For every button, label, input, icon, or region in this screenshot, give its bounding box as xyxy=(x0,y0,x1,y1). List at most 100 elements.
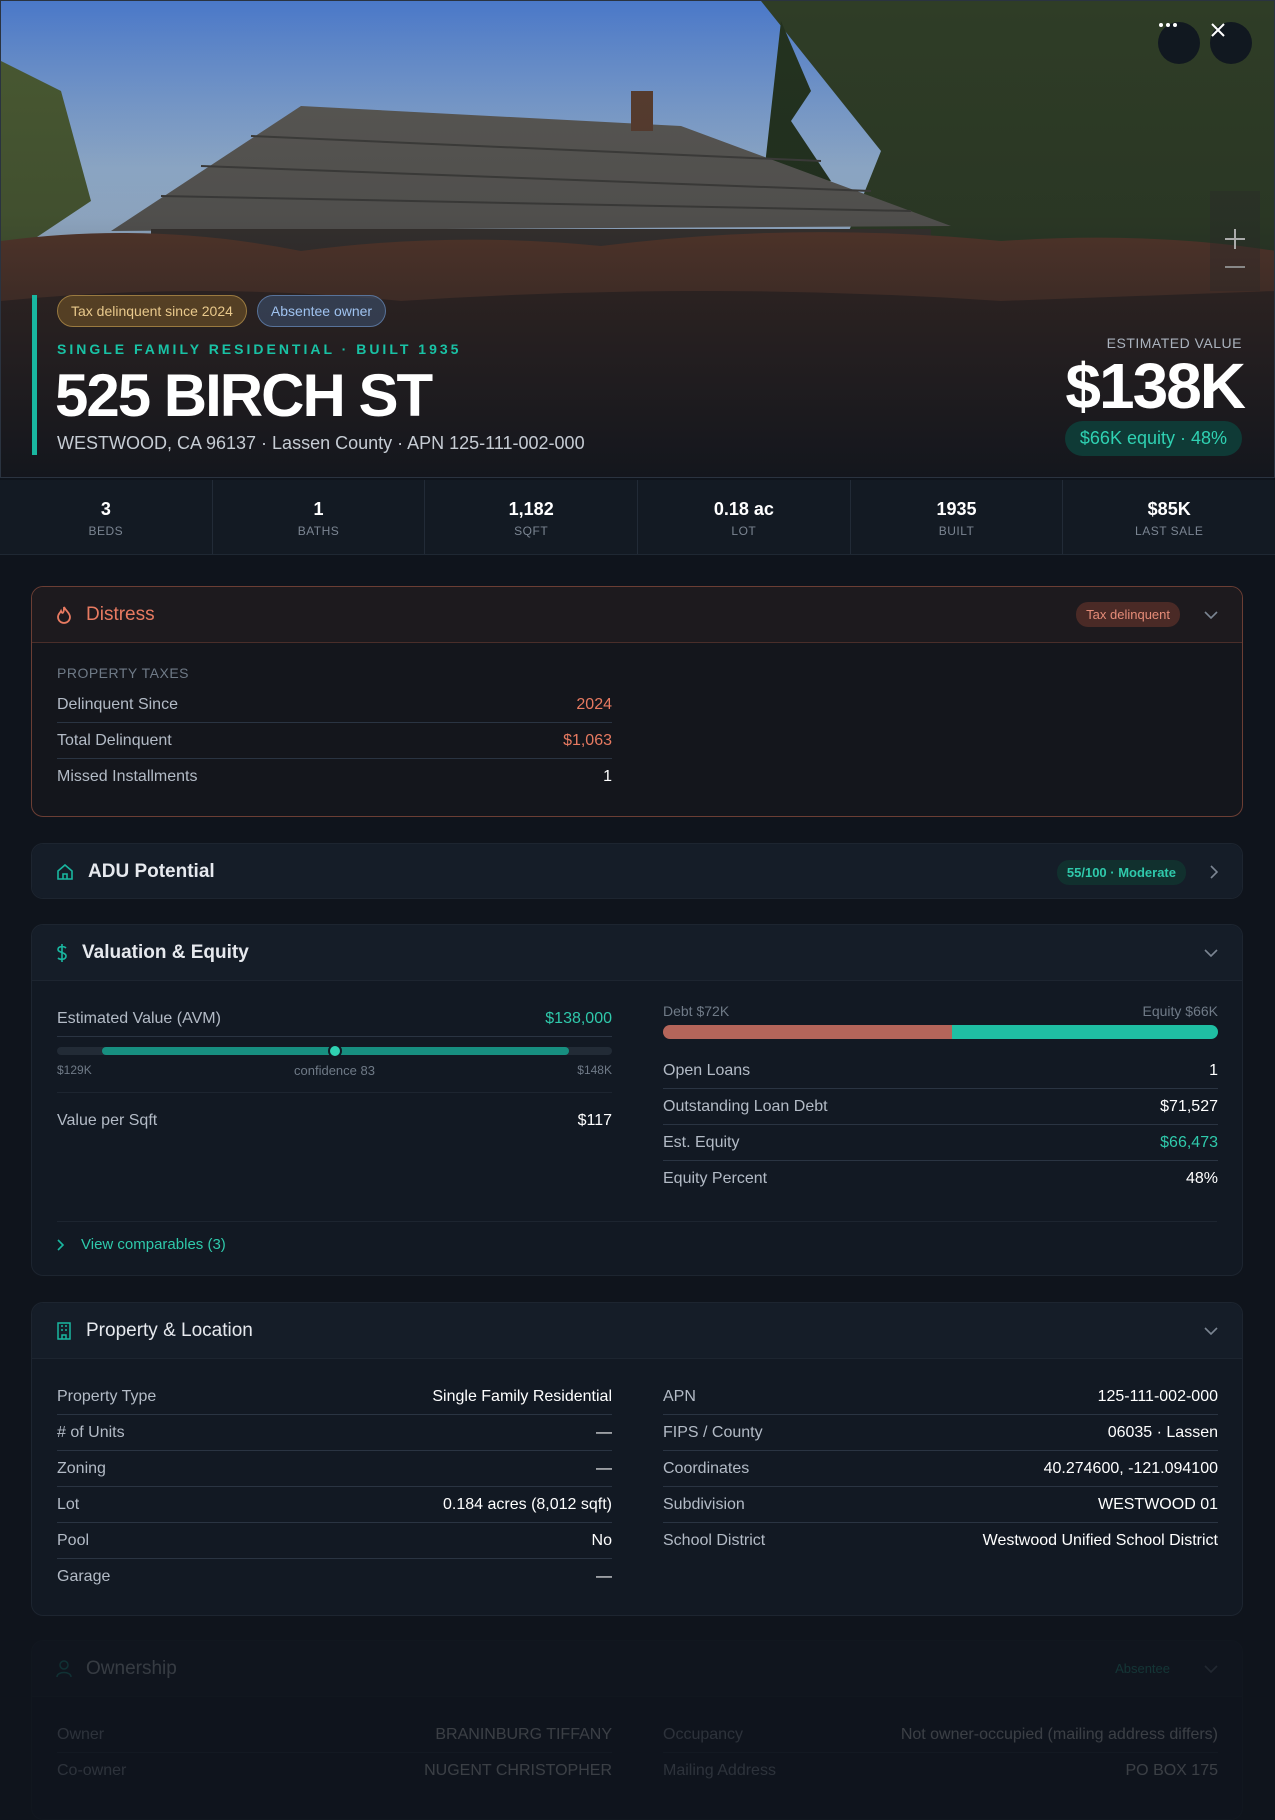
stat: $85K LAST SALE xyxy=(1063,480,1275,554)
row-key: Delinquent Since xyxy=(57,695,178,713)
card-header[interactable]: Ownership Absentee xyxy=(32,1641,1242,1697)
chevron-right xyxy=(1210,865,1218,879)
stat-label: LAST SALE xyxy=(1135,524,1204,538)
range-marker xyxy=(328,1044,342,1058)
row-key: School District xyxy=(663,1532,766,1549)
row-value: Westwood Unified School District xyxy=(982,1532,1218,1549)
avm-block: Estimated Value (AVM) $138,000 $129K conf… xyxy=(57,1001,612,1139)
hero: Tax delinquent since 2024 Absentee owner… xyxy=(0,0,1275,478)
status-pill: Absentee xyxy=(1115,1661,1170,1676)
card-title: Property & Location xyxy=(86,1319,253,1341)
row-key: Co-owner xyxy=(57,1762,127,1779)
row: Co-owner NUGENT CHRISTOPHER xyxy=(57,1753,612,1789)
bar-labels: Debt $72K Equity $66K xyxy=(663,1003,1218,1019)
property-card: Property & Location Property Type Single … xyxy=(31,1302,1243,1616)
row-key: Property Type xyxy=(57,1387,157,1405)
stat: 1,182 SQFT xyxy=(425,480,639,554)
row-value: Single Family Residential xyxy=(432,1387,612,1405)
row-value: BRANINBURG TIFFANY xyxy=(435,1725,612,1743)
row: Owner BRANINBURG TIFFANY xyxy=(57,1717,612,1753)
section-label: PROPERTY TAXES xyxy=(57,665,190,681)
row-key: Value per Sqft xyxy=(57,1112,158,1129)
row: Occupancy Not owner-occupied (mailing add… xyxy=(663,1717,1218,1753)
row-key: Mailing Address xyxy=(663,1762,776,1779)
debt-label: Debt $72K xyxy=(663,1003,730,1019)
row-key: Open Loans xyxy=(663,1061,751,1079)
card-title: Distress xyxy=(86,603,155,625)
stat-label: LOT xyxy=(731,524,757,538)
estimate-label: ESTIMATED VALUE xyxy=(1106,335,1242,351)
link-text[interactable]: View comparables (3) xyxy=(81,1236,226,1253)
row-value: — xyxy=(596,1568,612,1585)
row-key: Est. Equity xyxy=(663,1133,740,1151)
debt-segment xyxy=(663,1025,952,1039)
row-key: Garage xyxy=(57,1568,111,1585)
row-value: — xyxy=(596,1423,612,1441)
avm-row: Estimated Value (AVM) $138,000 xyxy=(57,1001,612,1037)
row-value: WESTWOOD 01 xyxy=(1097,1495,1218,1513)
chevron-right xyxy=(57,1238,65,1251)
distress-card: Distress Tax delinquent PROPERTY TAXES D… xyxy=(31,586,1243,817)
card-title: ADU Potential xyxy=(88,861,215,882)
card-header[interactable]: Property & Location xyxy=(32,1303,1242,1359)
range-low: $129K xyxy=(57,1063,92,1077)
close-icon xyxy=(1211,23,1225,37)
stat-label: BEDS xyxy=(88,524,124,538)
adu-card[interactable]: ADU Potential 55/100 · Moderate xyxy=(31,843,1243,899)
row: # of Units — xyxy=(57,1415,612,1451)
row-value: $1,063 xyxy=(563,731,612,749)
location-rows: APN 125-111-002-000 FIPS / County 06035 · L… xyxy=(663,1379,1218,1559)
row-key: Outstanding Loan Debt xyxy=(663,1097,828,1115)
card-header[interactable]: Valuation & Equity xyxy=(32,925,1242,981)
row-value: 48% xyxy=(1185,1170,1218,1187)
address-title: 525 BIRCH ST xyxy=(55,362,433,429)
row: Value per Sqft $117 xyxy=(57,1103,612,1139)
row-value: Not owner-occupied (mailing address diff… xyxy=(900,1725,1218,1743)
valuation-card: Valuation & Equity Estimated Value (AVM)… xyxy=(31,924,1243,1276)
chevron-down xyxy=(1204,948,1218,957)
row: Lot 0.184 acres (8,012 sqft) xyxy=(57,1487,612,1523)
stat-value: 1,182 xyxy=(508,499,554,519)
row: Mailing Address PO BOX 175 xyxy=(663,1753,1218,1789)
equity-badge: $66K equity · 48% xyxy=(1064,421,1242,456)
badge: Absentee owner xyxy=(256,295,387,327)
chevron-down xyxy=(1204,610,1218,619)
comparables-link[interactable]: View comparables (3) xyxy=(57,1221,1217,1253)
accent-bar xyxy=(32,295,37,455)
card-header[interactable]: Distress Tax delinquent xyxy=(32,587,1242,643)
debt-equity-bar xyxy=(663,1025,1218,1039)
stat: 0.18 ac LOT xyxy=(638,480,851,554)
row-value: 40.274600, -121.094100 xyxy=(1043,1459,1218,1477)
loan-rows: Open Loans 1 Outstanding Loan Debt $71,527 E… xyxy=(663,1053,1218,1197)
estimate: $138K xyxy=(1065,350,1246,422)
row: Total Delinquent $1,063 xyxy=(57,723,612,759)
row-key: Occupancy xyxy=(663,1725,744,1743)
tax-rows: Delinquent Since 2024 Total Delinquent $1,0… xyxy=(57,687,612,795)
row: Open Loans 1 xyxy=(663,1053,1218,1089)
row-value: PO BOX 175 xyxy=(1125,1762,1219,1779)
row: Delinquent Since 2024 xyxy=(57,687,612,723)
row-key: Pool xyxy=(57,1531,90,1549)
row-key: Estimated Value (AVM) xyxy=(57,1009,221,1027)
row-key: Lot xyxy=(57,1495,80,1513)
row: School District Westwood Unified School D… xyxy=(663,1523,1218,1559)
row-value: — xyxy=(596,1459,612,1477)
map-zoom[interactable] xyxy=(1210,191,1260,291)
range-track xyxy=(57,1044,612,1058)
stat-value: 1 xyxy=(313,499,324,519)
more-button[interactable] xyxy=(1158,22,1200,64)
building-icon xyxy=(57,1321,71,1340)
close-button[interactable] xyxy=(1210,22,1252,64)
equity-label: Equity $66K xyxy=(1142,1003,1219,1019)
range-high: $148K xyxy=(577,1063,612,1077)
row: Garage — xyxy=(57,1559,612,1595)
row: Property Type Single Family Residential xyxy=(57,1379,612,1415)
card-header[interactable]: ADU Potential 55/100 · Moderate xyxy=(32,844,1242,898)
street-photo xyxy=(1,1,1274,477)
occupancy-rows: Occupancy Not owner-occupied (mailing add… xyxy=(663,1717,1218,1789)
ownership-card: Ownership Absentee Owner BRANINBURG TIFFA… xyxy=(31,1640,1243,1820)
chevron-down xyxy=(1204,1664,1218,1673)
row-value: 2024 xyxy=(576,695,612,713)
